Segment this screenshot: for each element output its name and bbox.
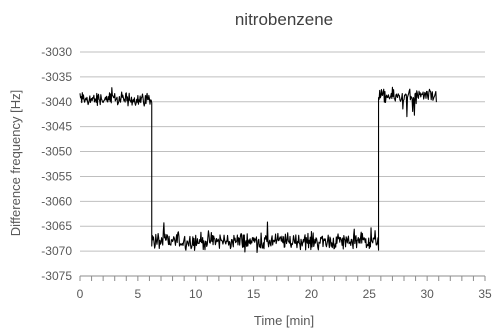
grid-lines (80, 51, 485, 277)
y-tick-label: -3070 (41, 244, 72, 258)
x-tick-label: 35 (478, 287, 492, 301)
x-axis-ticks (79, 276, 486, 281)
x-tick-label: 0 (77, 287, 84, 301)
x-axis-label: Time [min] (254, 313, 314, 328)
y-axis-label: Difference frequency [Hz] (8, 90, 23, 236)
y-tick-label: -3055 (41, 169, 72, 183)
y-tick-label: -3065 (41, 219, 72, 233)
x-axis-tick-labels: 0 5 10 15 20 25 30 35 (77, 287, 492, 301)
x-tick-label: 25 (363, 287, 377, 301)
x-tick-label: 15 (247, 287, 261, 301)
y-tick-label: -3045 (41, 120, 72, 134)
x-tick-label: 20 (305, 287, 319, 301)
y-tick-label: -3060 (41, 194, 72, 208)
chart-title: nitrobenzene (235, 10, 333, 29)
y-tick-label: -3035 (41, 70, 72, 84)
x-tick-label: 10 (189, 287, 203, 301)
y-tick-label: -3075 (41, 269, 72, 283)
x-tick-label: 5 (135, 287, 142, 301)
y-tick-label: -3040 (41, 95, 72, 109)
y-tick-label: -3030 (41, 45, 72, 59)
y-tick-label: -3050 (41, 145, 72, 159)
series-line (79, 86, 437, 253)
y-axis-tick-labels: -3030 -3035 -3040 -3045 -3050 -3055 -3060 -3065… (41, 45, 72, 283)
x-tick-label: 30 (420, 287, 434, 301)
